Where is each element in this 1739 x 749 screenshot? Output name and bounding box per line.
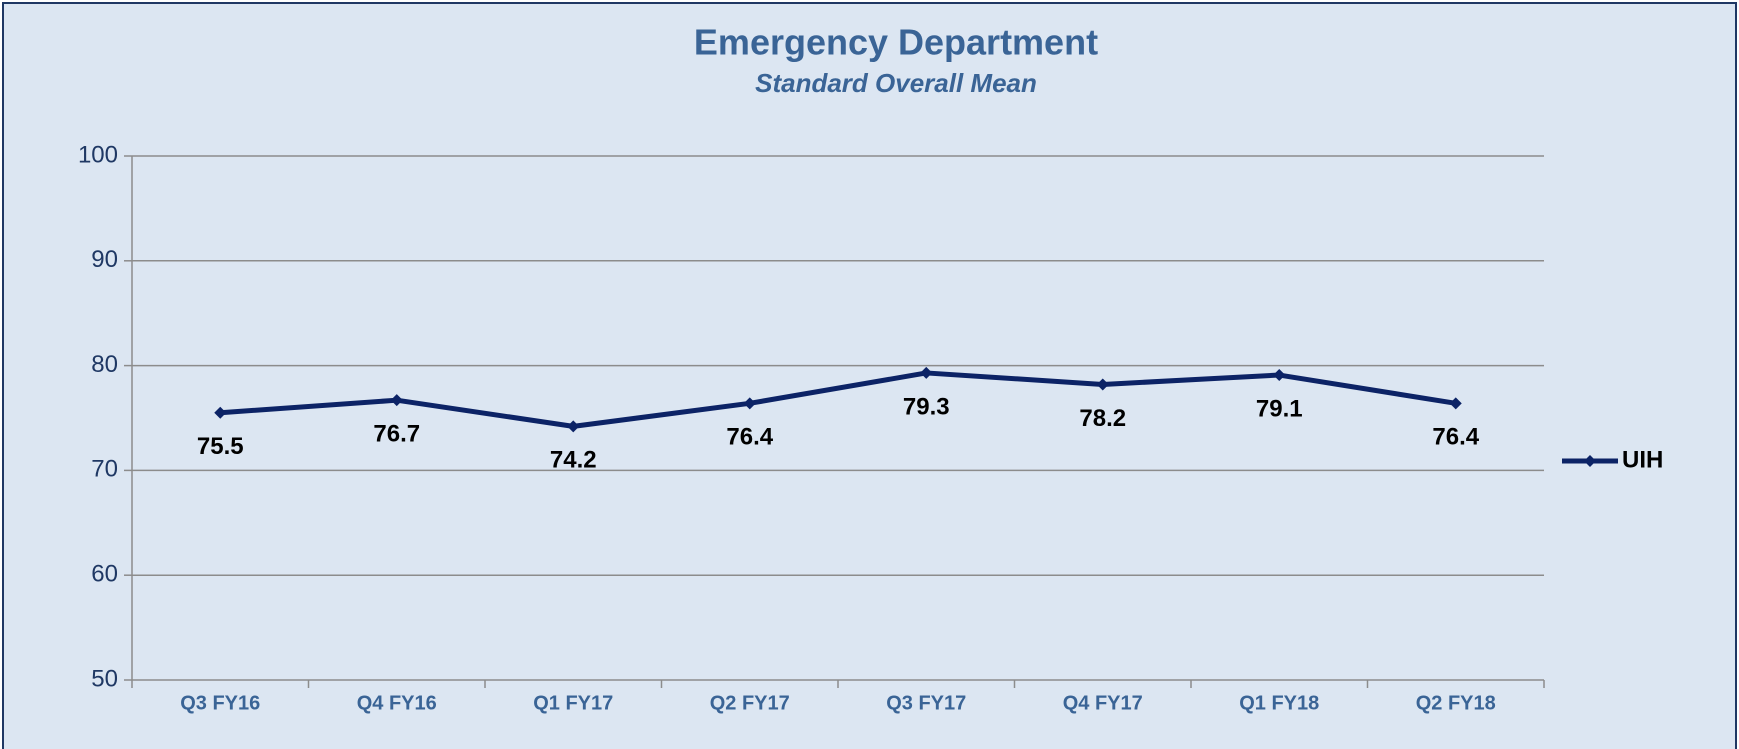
data-point <box>1096 378 1109 391</box>
data-label: 76.7 <box>373 421 420 448</box>
data-point <box>743 397 756 410</box>
data-label: 76.4 <box>726 424 773 451</box>
data-point <box>390 394 403 407</box>
chart-subtitle: Standard Overall Mean <box>755 68 1037 98</box>
chart-title: Emergency Department <box>694 22 1098 63</box>
data-point <box>567 420 580 433</box>
data-label: 74.2 <box>550 447 597 474</box>
y-tick-label: 50 <box>91 665 118 692</box>
x-tick-label: Q4 FY16 <box>357 692 437 714</box>
legend-marker <box>1584 455 1596 467</box>
y-tick-label: 80 <box>91 351 118 378</box>
y-tick-label: 70 <box>91 456 118 483</box>
legend-label: UIH <box>1622 446 1663 473</box>
y-tick-label: 90 <box>91 246 118 273</box>
y-tick-label: 60 <box>91 561 118 588</box>
data-label: 79.3 <box>903 393 950 420</box>
data-label: 75.5 <box>197 433 244 460</box>
x-tick-label: Q2 FY17 <box>710 692 790 714</box>
x-tick-label: Q1 FY18 <box>1239 692 1319 714</box>
data-point <box>920 366 933 379</box>
x-tick-label: Q2 FY18 <box>1416 692 1496 714</box>
line-series <box>220 370 1457 429</box>
x-tick-label: Q3 FY17 <box>886 692 966 714</box>
data-label: 78.2 <box>1079 405 1126 432</box>
data-label: 76.4 <box>1432 424 1479 451</box>
x-tick-label: Q1 FY17 <box>533 692 613 714</box>
x-tick-label: Q3 FY16 <box>180 692 260 714</box>
data-point <box>1273 369 1286 382</box>
x-tick-label: Q4 FY17 <box>1063 692 1143 714</box>
y-tick-label: 100 <box>78 141 118 168</box>
data-label: 79.1 <box>1256 395 1303 422</box>
data-point <box>1449 397 1462 410</box>
data-point <box>214 406 227 419</box>
